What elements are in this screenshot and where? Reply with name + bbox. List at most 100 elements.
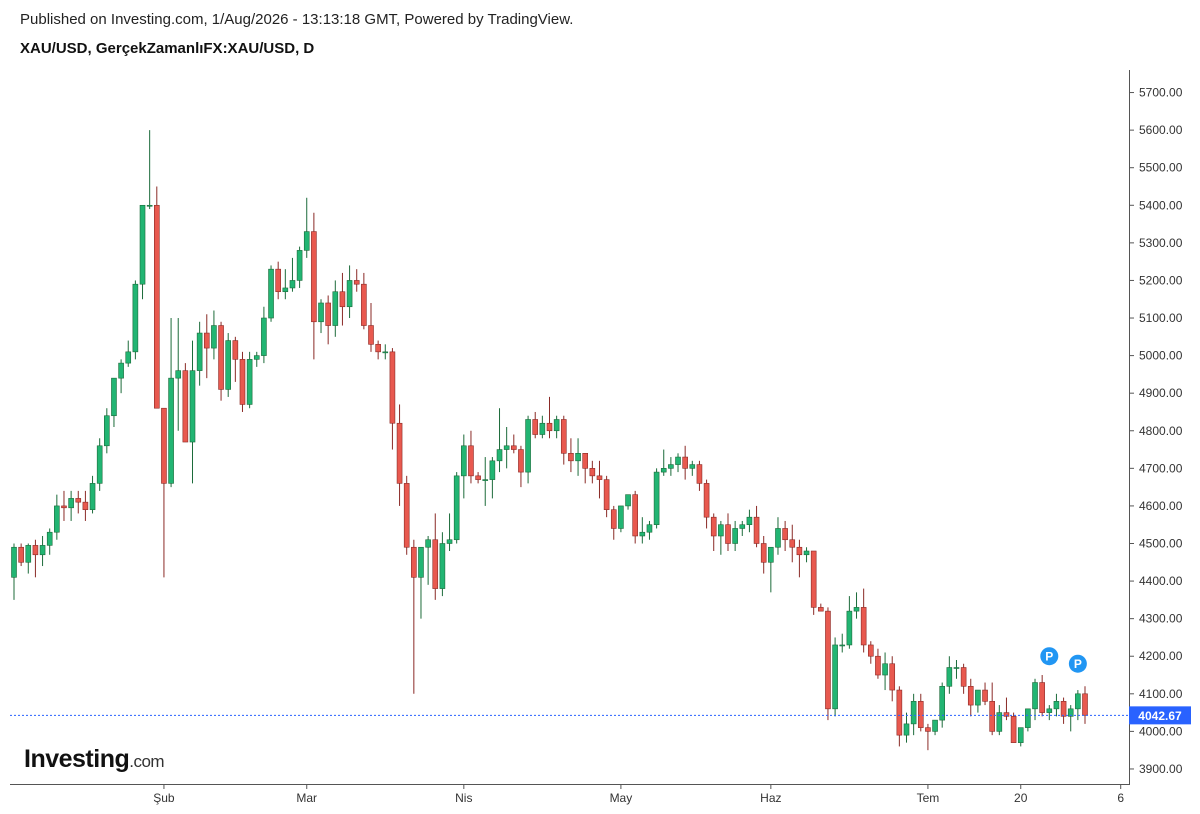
candle-body <box>339 291 346 308</box>
candle <box>125 340 132 367</box>
candle <box>510 434 517 454</box>
candle-body <box>810 550 817 608</box>
candle-body <box>403 483 410 548</box>
candle <box>18 543 24 567</box>
candle-body <box>1060 701 1067 717</box>
y-tick-label: 4100.00 <box>1139 687 1183 701</box>
symbol-title: XAU/USD, GerçekZamanlıFX:XAU/USD, D <box>20 40 315 57</box>
candles-layer <box>11 130 1088 751</box>
y-tick-label: 4200.00 <box>1139 649 1183 663</box>
candle <box>882 652 888 691</box>
candle-body <box>411 546 417 578</box>
y-tick-label: 4900.00 <box>1139 386 1183 400</box>
candle <box>689 460 696 476</box>
candle <box>660 449 667 476</box>
candle <box>475 472 481 484</box>
candle-body <box>382 351 389 354</box>
candle <box>54 494 60 540</box>
candle-body <box>39 545 46 556</box>
x-tick-label: Şub <box>153 791 175 805</box>
candle <box>303 197 310 258</box>
candle-body <box>282 287 289 293</box>
candle <box>275 261 281 300</box>
candle-body <box>268 268 274 319</box>
candle-body <box>1032 682 1038 710</box>
candle <box>353 269 360 292</box>
candle-body <box>632 494 638 537</box>
candle-body <box>296 250 303 281</box>
candle-body <box>989 701 995 732</box>
candle-body <box>532 419 539 435</box>
candle-body <box>975 689 981 706</box>
candle-body <box>453 475 460 541</box>
candle <box>189 340 196 484</box>
event-marker[interactable]: P <box>1068 654 1087 673</box>
candle <box>182 363 189 443</box>
candle <box>525 415 531 484</box>
candle-body <box>232 340 239 360</box>
candle <box>496 408 503 473</box>
candle-body <box>1025 708 1031 728</box>
candle <box>853 592 860 619</box>
candle-body <box>725 524 731 544</box>
candle-body <box>104 415 110 447</box>
candle <box>1082 686 1088 724</box>
candle-body <box>639 531 646 537</box>
candle-body <box>996 712 1003 732</box>
candle <box>403 475 410 555</box>
candle <box>239 351 246 412</box>
candle <box>946 656 953 694</box>
candle <box>718 520 724 555</box>
candle <box>860 588 867 653</box>
candle-body <box>368 325 374 345</box>
candle <box>732 520 738 552</box>
candle-body <box>132 283 139 353</box>
candle-body <box>553 419 560 432</box>
candle-body <box>896 689 903 736</box>
candle-body <box>311 231 317 323</box>
candle <box>1025 708 1031 732</box>
candle <box>553 415 560 439</box>
candle-body <box>782 528 788 541</box>
candle-body <box>932 719 938 732</box>
candle <box>439 532 446 597</box>
investing-logo: Investing.com <box>24 745 165 773</box>
candle-body <box>960 667 967 687</box>
candle <box>461 434 467 499</box>
candle <box>632 490 638 544</box>
y-tick-label: 4300.00 <box>1139 612 1183 626</box>
candle-body <box>818 607 824 612</box>
candle-body <box>361 283 367 326</box>
candle-body <box>289 280 296 289</box>
candle <box>61 490 67 521</box>
y-tick-label: 5500.00 <box>1139 161 1183 175</box>
candle-body <box>703 483 710 518</box>
candle <box>1046 705 1053 721</box>
brand-name: Investing <box>24 745 129 773</box>
candle <box>753 505 760 548</box>
candle <box>675 453 681 473</box>
candle <box>818 603 824 612</box>
candle-body <box>1003 712 1010 717</box>
candle-body <box>982 689 988 702</box>
candle-body <box>710 516 717 537</box>
candle <box>625 494 631 510</box>
candle <box>703 479 710 529</box>
x-axis: Şub Mar Nis May Haz Tem 20 6 <box>10 784 1129 805</box>
candle-body <box>396 422 403 484</box>
candle-body <box>539 422 546 435</box>
candle <box>610 505 617 540</box>
candle-body <box>218 325 224 390</box>
y-tick-label: 5000.00 <box>1139 349 1183 363</box>
candle <box>825 607 831 721</box>
candle-body <box>1075 693 1081 710</box>
candle-body <box>482 479 489 481</box>
candle <box>82 490 89 521</box>
event-marker[interactable]: P <box>1040 647 1059 666</box>
candle-body <box>668 464 674 469</box>
candle-body <box>853 607 860 612</box>
candle-body <box>246 359 253 405</box>
candle-body <box>589 468 596 477</box>
candle-body <box>753 516 760 544</box>
